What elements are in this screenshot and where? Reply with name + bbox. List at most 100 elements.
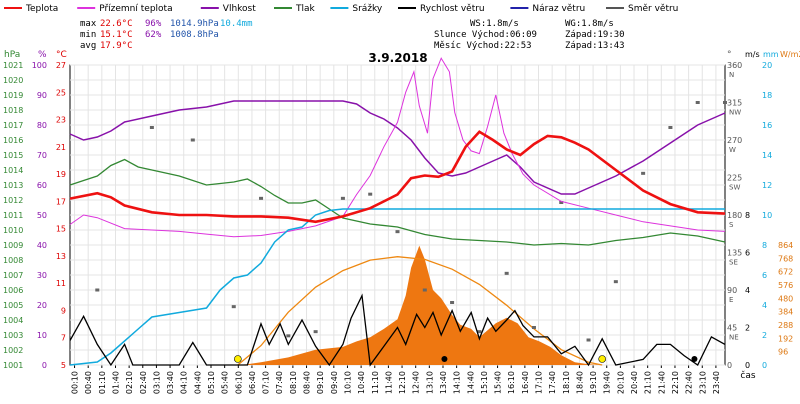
hpa-tick-label: 1008: [3, 256, 23, 265]
stats-block: max 22.6°C 96% 1014.9hPa 10.4mm min 15.1…: [80, 19, 253, 51]
sunrise-value: Slunce Východ:06:09: [434, 30, 537, 40]
legend-label: Vlhkost: [223, 4, 256, 14]
sun-moon-block: WS:1.8m/s WG:1.8m/s Slunce Východ:06:09 …: [434, 19, 625, 51]
wm-tick-label: 576: [778, 281, 793, 290]
c-tick-label: 27: [56, 61, 66, 70]
legend-label: Teplota: [25, 4, 58, 14]
pressure-line: [69, 158, 726, 246]
x-tick-label: 04:40: [193, 371, 202, 394]
legend-label: Srážky: [352, 4, 383, 14]
dir-tick-label: N: [729, 71, 734, 79]
pct-tick-label: 90: [37, 91, 47, 100]
deg-tick-label: 360: [727, 61, 742, 70]
wm-unit: W/m2: [780, 50, 800, 59]
x-tick-label: 16:40: [521, 371, 530, 394]
x-tick-label: 09:40: [330, 371, 339, 394]
hpa-tick-label: 1010: [3, 226, 23, 235]
hpa-tick-label: 1015: [3, 151, 23, 160]
pct-tick-label: 40: [37, 241, 47, 250]
wm-tick-label: 768: [778, 254, 793, 263]
deg-tick-label: 315: [727, 99, 742, 108]
x-tick-label: 03:40: [166, 371, 175, 394]
deg-tick-label: 90: [727, 286, 737, 295]
deg-tick-label: 270: [727, 136, 742, 145]
wind-speed-line: [69, 293, 726, 367]
wind-direction-point: [695, 101, 700, 104]
pct-tick-label: 70: [37, 151, 47, 160]
min-press: 1008.8hPa: [170, 30, 219, 40]
max-temp: 22.6°C: [100, 19, 133, 29]
x-tick-label: 21:40: [657, 371, 666, 394]
c-tick-label: 17: [56, 197, 66, 206]
max-hum: 96%: [145, 19, 162, 29]
ms-tick-label: 2: [745, 324, 750, 333]
wind-direction-point: [531, 326, 536, 329]
x-tick-label: 21:10: [644, 371, 653, 394]
x-tick-label: 14:40: [466, 371, 475, 394]
deg-tick-label: 225: [727, 174, 742, 183]
x-tick-label: 11:40: [384, 371, 393, 394]
x-tick-label: 05:10: [207, 371, 216, 394]
wind-direction-point: [641, 171, 646, 175]
ground-temperature-line: [69, 57, 726, 238]
pct-tick-label: 20: [37, 301, 47, 310]
moonset-marker: [441, 356, 448, 362]
x-tick-label: 07:10: [262, 371, 271, 394]
mm-tick-label: 12: [762, 181, 772, 190]
x-tick-label: 20:40: [630, 371, 639, 394]
x-tick-label: 08:40: [303, 371, 312, 394]
mm-unit: mm: [763, 50, 779, 59]
c-tick-label: 23: [56, 116, 66, 125]
mm-tick-label: 0: [762, 361, 767, 370]
pct-tick-label: 50: [37, 211, 47, 220]
max-press: 1014.9hPa: [170, 19, 219, 29]
avg-temp: 17.9°C: [100, 41, 133, 51]
wind-direction-point: [613, 280, 618, 284]
x-tick-label: 00:40: [84, 371, 93, 394]
sunset-value: Západ:19:30: [565, 30, 625, 40]
mm-tick-label: 14: [762, 151, 772, 160]
x-tick-label: 09:10: [316, 371, 325, 394]
x-tick-label: 01:10: [98, 371, 107, 394]
c-unit: °C: [56, 50, 67, 60]
mm-tick-label: 2: [762, 331, 767, 340]
wg-value: WG:1.8m/s: [565, 19, 614, 29]
legend-label: Směr větru: [628, 4, 678, 14]
dir-tick-label: W: [729, 146, 736, 154]
wind-direction-point: [723, 101, 727, 104]
wm-tick-label: 384: [778, 308, 793, 317]
max-rain: 10.4mm: [220, 19, 253, 29]
precipitation-line: [69, 208, 725, 366]
hpa-tick-label: 1016: [3, 136, 23, 145]
wind-direction-point: [95, 288, 100, 292]
x-tick-label: 17:10: [535, 371, 544, 394]
c-tick-label: 25: [56, 88, 66, 97]
dir-tick-label: SE: [729, 259, 738, 267]
avg-label: avg: [80, 41, 96, 51]
x-tick-label: 18:40: [575, 371, 584, 394]
x-tick-label: 19:10: [589, 371, 598, 394]
x-tick-label: 12:40: [412, 371, 421, 394]
mm-tick-label: 16: [762, 121, 772, 130]
x-tick-label: 10:40: [357, 371, 366, 394]
pct-tick-label: 0: [42, 361, 47, 370]
x-tick-label: 01:40: [111, 371, 120, 394]
hpa-tick-label: 1006: [3, 286, 23, 295]
x-tick-label: 18:10: [562, 371, 571, 394]
pct-tick-label: 10: [37, 331, 47, 340]
x-tick-label: 00:10: [71, 371, 80, 394]
wm-tick-label: 672: [778, 268, 793, 277]
x-axis-label: čas: [740, 370, 755, 381]
c-tick-label: 11: [56, 279, 66, 288]
hpa-tick-label: 1003: [3, 331, 23, 340]
dir-tick-label: NW: [729, 109, 741, 117]
plot-layer: [69, 57, 727, 367]
x-tick-label: 08:10: [289, 371, 298, 394]
ms-tick-label: 6: [745, 249, 750, 258]
dir-tick-label: NE: [729, 334, 739, 342]
ms-unit: m/s: [745, 50, 760, 59]
ms-tick-label: 8: [745, 211, 750, 220]
sunset-marker: [598, 355, 606, 363]
legend-label: Přízemní teplota: [99, 4, 172, 14]
x-tick-label: 04:10: [180, 371, 189, 394]
